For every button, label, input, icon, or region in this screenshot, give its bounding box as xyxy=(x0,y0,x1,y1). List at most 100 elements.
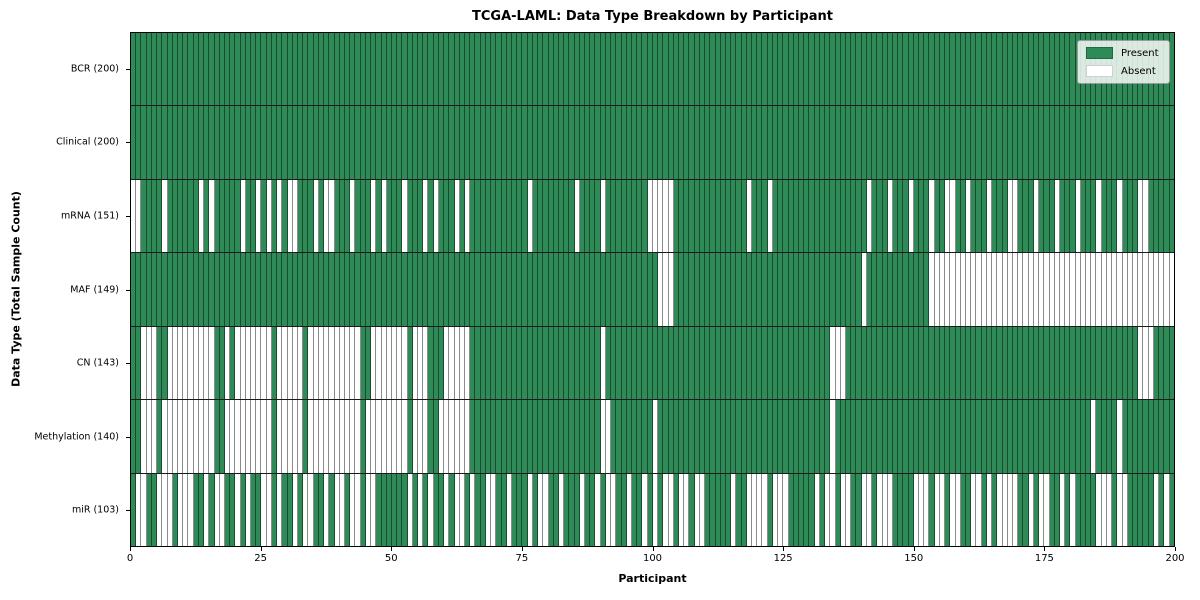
cell-present xyxy=(470,33,476,106)
x-tick-marks xyxy=(130,547,1176,552)
cell-present xyxy=(861,179,867,253)
cell-present xyxy=(1054,33,1060,106)
cell-present xyxy=(1028,179,1034,253)
cell-present xyxy=(757,106,763,179)
cell-present xyxy=(485,326,492,400)
cell-present xyxy=(230,179,236,253)
cell-present xyxy=(720,400,726,473)
cell-present xyxy=(334,179,340,253)
cell-absent xyxy=(1039,253,1045,326)
cell-present xyxy=(736,326,742,400)
cell-present xyxy=(313,33,319,106)
cell-absent xyxy=(235,326,241,400)
cell-absent xyxy=(678,473,685,546)
cell-absent xyxy=(1122,253,1128,326)
cell-absent xyxy=(131,179,137,253)
cell-present xyxy=(219,326,225,400)
cell-absent xyxy=(971,253,977,326)
cell-present xyxy=(193,33,199,106)
cell-present xyxy=(517,473,523,546)
cell-absent xyxy=(308,326,314,400)
cell-present xyxy=(856,326,862,400)
cell-present xyxy=(960,106,966,179)
cell-present xyxy=(146,179,152,253)
cell-present xyxy=(287,33,293,106)
cell-present xyxy=(157,400,163,473)
cell-present xyxy=(992,400,998,473)
cell-present xyxy=(632,106,638,179)
cell-absent xyxy=(162,473,168,546)
cell-absent xyxy=(1096,253,1102,326)
cell-present xyxy=(564,473,570,546)
cell-present xyxy=(511,473,518,546)
cell-present xyxy=(767,400,773,473)
cell-present xyxy=(1018,326,1024,400)
cell-present xyxy=(428,106,434,179)
cell-present xyxy=(830,253,836,326)
cell-present xyxy=(830,33,836,106)
cell-present xyxy=(605,179,612,253)
cell-present xyxy=(397,253,403,326)
cell-present xyxy=(673,253,679,326)
cell-present xyxy=(334,33,340,106)
cell-absent xyxy=(835,326,841,400)
cell-present xyxy=(788,253,794,326)
cell-absent xyxy=(866,473,873,546)
cell-present xyxy=(710,106,716,179)
cell-present xyxy=(809,473,815,546)
cell-present xyxy=(579,400,586,473)
cell-present xyxy=(799,33,805,106)
cell-present xyxy=(1106,326,1113,400)
cell-present xyxy=(1133,179,1139,253)
cell-present xyxy=(1044,179,1050,253)
cell-absent xyxy=(595,473,601,546)
cell-present xyxy=(1143,106,1149,179)
cell-present xyxy=(919,326,925,400)
cell-present xyxy=(757,400,763,473)
cell-present xyxy=(616,400,622,473)
cell-present xyxy=(329,106,335,179)
cell-absent xyxy=(950,473,956,546)
cell-present xyxy=(689,33,695,106)
cell-present xyxy=(423,253,429,326)
cell-present xyxy=(235,106,241,179)
cell-absent xyxy=(261,473,267,546)
cell-present xyxy=(438,179,445,253)
cell-present xyxy=(204,33,210,106)
cell-present xyxy=(313,473,319,546)
cell-absent xyxy=(313,400,319,473)
cell-present xyxy=(1070,33,1076,106)
cell-present xyxy=(131,473,137,546)
cell-present xyxy=(971,106,977,179)
cell-present xyxy=(960,473,966,546)
cell-absent xyxy=(1138,326,1144,400)
cell-absent xyxy=(214,473,220,546)
cell-present xyxy=(1086,400,1092,473)
cell-present xyxy=(454,253,460,326)
cell-absent xyxy=(465,326,471,400)
cell-present xyxy=(475,106,481,179)
cell-present xyxy=(809,326,815,400)
cell-absent xyxy=(966,253,972,326)
cell-present xyxy=(224,473,231,546)
cell-present xyxy=(365,33,372,106)
cell-absent xyxy=(292,473,298,546)
cell-absent xyxy=(611,473,617,546)
cell-present xyxy=(600,473,606,546)
cell-present xyxy=(1012,326,1019,400)
cell-present xyxy=(720,106,726,179)
cell-present xyxy=(553,326,559,400)
cell-present xyxy=(856,473,862,546)
cell-present xyxy=(574,106,580,179)
y-tick-label: miR (103) xyxy=(71,504,119,516)
cell-present xyxy=(412,179,419,253)
cell-present xyxy=(804,473,810,546)
cell-present xyxy=(632,179,638,253)
cell-present xyxy=(183,33,189,106)
cell-absent xyxy=(256,326,262,400)
cell-present xyxy=(1159,326,1165,400)
y-tick-marks xyxy=(126,32,130,547)
cell-absent xyxy=(1044,253,1050,326)
cell-absent xyxy=(235,473,241,546)
